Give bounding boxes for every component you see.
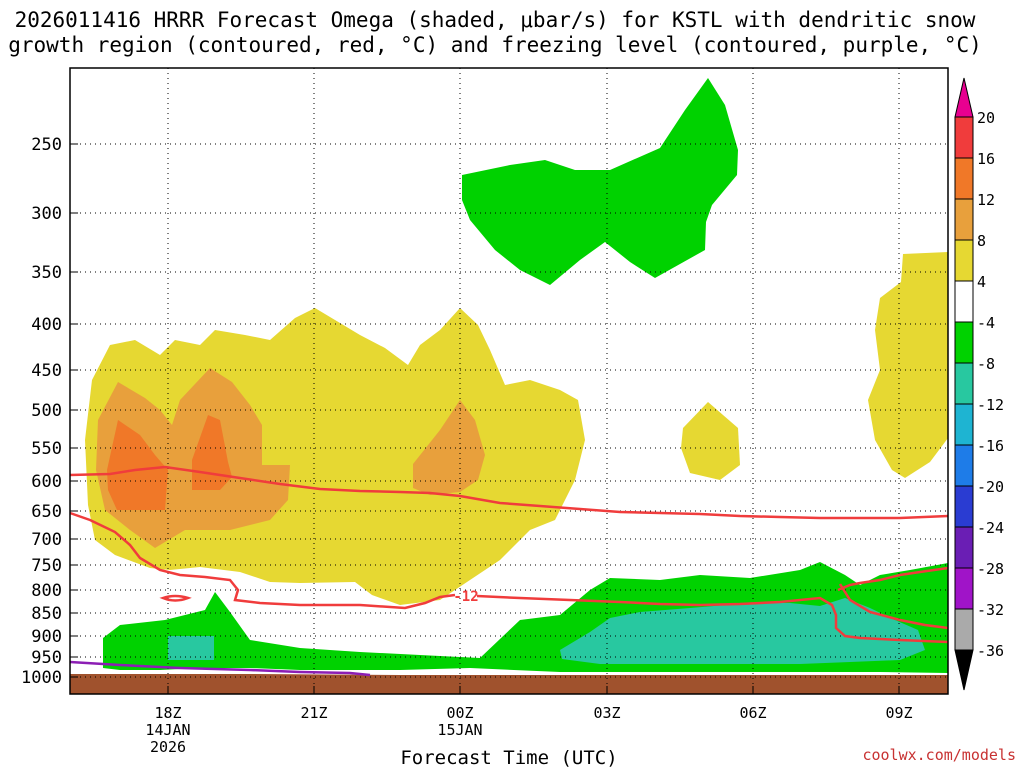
x-axis-title: Forecast Time (UTC) — [400, 747, 617, 768]
colorbar-bin — [954, 526, 974, 569]
x-tick-label: 00Z — [446, 704, 473, 722]
credit-watermark: coolwx.com/models — [862, 746, 1016, 764]
y-tick-label: 1000 — [21, 668, 62, 688]
colorbar-level-label: 20 — [977, 109, 995, 127]
dendritic-contour-east-mid — [838, 583, 949, 630]
colorbar-level-label: 4 — [977, 273, 986, 291]
colorbar-level-label: -28 — [977, 560, 1004, 578]
plot-area: -12 — [69, 67, 949, 695]
colorbar-bin — [954, 444, 974, 487]
shade-ascent-8-12-0000z — [413, 400, 485, 495]
y-tick-label: 500 — [31, 401, 62, 421]
y-tick-label: 650 — [31, 502, 62, 522]
colorbar-level-label: 8 — [977, 232, 986, 250]
colorbar-bin — [954, 239, 974, 282]
y-tick-label: 450 — [31, 361, 62, 381]
colorbar-level-label: 12 — [977, 191, 995, 209]
y-tick-label: 900 — [31, 627, 62, 647]
shade-ascent-12-16-a — [107, 420, 168, 510]
colorbar-bin — [954, 403, 974, 446]
colorbar-bin — [954, 567, 974, 610]
colorbar-level-label: -4 — [977, 314, 995, 332]
y-tick-label: 750 — [31, 556, 62, 576]
colorbar-level-label: -36 — [977, 642, 1004, 660]
dendritic-contour-lower — [69, 511, 949, 644]
colorbar-level-label: -20 — [977, 478, 1004, 496]
colorbar: 20 16 12 8 4 -4 -8 -12 -16 -20 -24 -28 -32 -36 — [954, 77, 1004, 691]
x-tick-label: 06Z — [739, 704, 766, 722]
y-axis: 250 300 350 400 450 500 550 600 650 700 … — [21, 135, 78, 688]
y-tick-label: 950 — [31, 648, 62, 668]
colorbar-level-label: -32 — [977, 601, 1004, 619]
y-axis-ticks — [70, 143, 78, 678]
shade-ascent-4-8-east — [868, 252, 948, 478]
y-tick-label: 300 — [31, 204, 62, 224]
dendritic-contour-loop-west — [159, 594, 192, 602]
colorbar-bottom-arrow — [954, 649, 974, 691]
x-tick-label: 18Z — [154, 704, 181, 722]
x-tick-sublabel: 2026 — [150, 738, 186, 756]
plot-frame — [69, 67, 949, 695]
shade-ascent-4-8-0430z — [681, 402, 740, 480]
colorbar-level-label: -16 — [977, 437, 1004, 455]
colorbar-top-arrow — [954, 77, 974, 118]
colorbar-bin — [954, 321, 974, 364]
colorbar-bin — [954, 198, 974, 241]
colorbar-bin — [954, 280, 974, 323]
dendritic-contour-east-top — [837, 566, 949, 592]
x-tick-label: 21Z — [300, 704, 327, 722]
surface-terrain — [70, 674, 948, 694]
colorbar-level-label: 16 — [977, 150, 995, 168]
x-tick-sublabel: 14JAN — [145, 721, 190, 739]
chart-title: 2026011416 HRRR Forecast Omega (shaded, … — [15, 8, 976, 32]
y-tick-label: 850 — [31, 604, 62, 624]
dendritic-contour-upper — [69, 465, 949, 520]
y-tick-label: 600 — [31, 472, 62, 492]
contour-label-minus12: -12 — [453, 589, 478, 605]
shade-descent-4-8-upper — [462, 78, 738, 285]
colorbar-level-label: -12 — [977, 396, 1004, 414]
chart-subtitle: growth region (contoured, red, °C) and f… — [8, 33, 982, 57]
x-tick-label: 09Z — [885, 704, 912, 722]
x-tick-label: 03Z — [593, 704, 620, 722]
y-tick-label: 550 — [31, 439, 62, 459]
colorbar-level-label: -24 — [977, 519, 1004, 537]
y-tick-label: 800 — [31, 581, 62, 601]
colorbar-bin — [954, 362, 974, 405]
shade-descent-8-12-west — [168, 636, 214, 660]
freezing-level-contour — [69, 660, 371, 677]
colorbar-bin — [954, 157, 974, 200]
y-tick-label: 400 — [31, 315, 62, 335]
colorbar-bin — [954, 116, 974, 159]
x-axis: 18Z 14JAN 2026 21Z 00Z 15JAN 03Z 06Z 09Z… — [145, 686, 913, 768]
shade-descent-8-12-east — [560, 598, 925, 664]
colorbar-bin — [954, 608, 974, 651]
colorbar-level-label: -8 — [977, 355, 995, 373]
colorbar-bin — [954, 485, 974, 528]
x-axis-ticks — [167, 686, 900, 694]
y-tick-label: 250 — [31, 135, 62, 155]
y-tick-label: 700 — [31, 530, 62, 550]
y-tick-label: 350 — [31, 263, 62, 283]
x-tick-sublabel: 15JAN — [437, 721, 482, 739]
